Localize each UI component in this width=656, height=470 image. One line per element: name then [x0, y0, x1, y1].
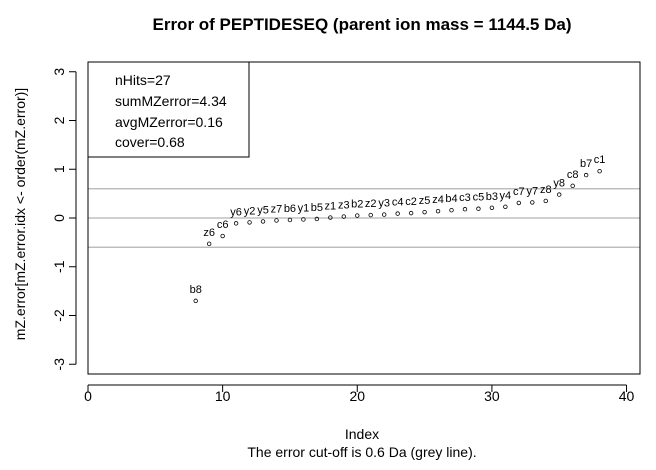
data-point — [233, 221, 239, 226]
point-label: y3 — [378, 198, 390, 210]
point-label: z1 — [325, 201, 337, 213]
data-point — [395, 211, 400, 216]
point-label: c7 — [513, 186, 525, 198]
point-label: c8 — [567, 169, 579, 181]
x-axis-label: Index — [345, 426, 379, 442]
point-label: y8 — [553, 178, 565, 190]
data-point — [557, 192, 562, 197]
y-tick-label: 2 — [51, 116, 67, 124]
point-label: z8 — [540, 184, 552, 196]
point-label: b7 — [580, 158, 592, 170]
point-label: c5 — [473, 192, 485, 204]
data-point — [274, 218, 279, 223]
data-point — [462, 207, 468, 212]
plot-frame — [87, 61, 641, 375]
data-point — [489, 205, 495, 210]
y-axis-label: mZ.error[mZ.error.idx <- order(mZ.error)… — [12, 88, 28, 340]
y-tick-label: 1 — [51, 165, 67, 173]
point-label: y7 — [526, 185, 538, 197]
point-label: c2 — [405, 196, 417, 208]
chart-subtitle: The error cut-off is 0.6 Da (grey line). — [247, 444, 476, 460]
data-point — [422, 209, 427, 215]
data-point — [570, 183, 575, 189]
point-label: b2 — [351, 199, 363, 211]
point-label: c4 — [392, 197, 404, 209]
point-label: b8 — [190, 284, 202, 296]
point-label: z5 — [419, 195, 431, 207]
data-point — [301, 217, 306, 222]
point-label: y6 — [230, 206, 242, 218]
point-label: z4 — [432, 194, 444, 206]
x-tick-label: 30 — [484, 388, 500, 404]
point-label: c3 — [459, 192, 471, 204]
legend-frame — [87, 61, 250, 158]
x-tick-label: 0 — [84, 388, 92, 404]
data-point — [543, 198, 548, 204]
data-point — [355, 213, 360, 218]
data-point — [314, 216, 320, 222]
data-points — [193, 168, 602, 304]
data-point — [287, 217, 293, 223]
y-tick-label: 3 — [51, 68, 67, 76]
legend-avgmzerror: avgMZerror=0.16 — [115, 114, 223, 130]
x-axis: 0 10 20 30 40 — [84, 384, 635, 404]
y-axis: -3 -2 -1 0 1 2 3 — [51, 68, 77, 371]
legend-summzerror: sumMZerror=4.34 — [115, 93, 227, 109]
data-point — [408, 210, 414, 216]
legend-nhits: nHits=27 — [115, 72, 171, 88]
x-tick-label: 20 — [349, 388, 365, 404]
data-point — [449, 207, 454, 213]
point-label: y4 — [500, 190, 512, 202]
point-label: y2 — [244, 205, 256, 217]
point-label: z3 — [338, 200, 350, 212]
y-tick-label: -3 — [51, 358, 67, 371]
y-tick-label: -2 — [51, 309, 67, 322]
y-tick-label: -1 — [51, 260, 67, 273]
data-point — [597, 168, 602, 174]
legend-box: nHits=27 sumMZerror=4.34 avgMZerror=0.16… — [87, 61, 250, 158]
data-point — [328, 215, 333, 220]
point-label: y5 — [257, 204, 269, 216]
point-label: c6 — [217, 219, 229, 231]
data-point — [206, 241, 212, 247]
legend-cover: cover=0.68 — [115, 134, 185, 150]
data-point — [530, 200, 535, 205]
x-tick-label: 10 — [215, 388, 231, 404]
y-tick-label: 0 — [51, 214, 67, 222]
point-label: b4 — [445, 193, 457, 205]
point-label: z6 — [203, 227, 215, 239]
point-label: y1 — [298, 202, 310, 214]
data-point — [435, 208, 441, 214]
data-point — [476, 206, 481, 211]
data-point — [583, 172, 589, 178]
x-tick-label: 40 — [619, 388, 635, 404]
data-point — [381, 212, 387, 217]
data-point — [341, 214, 347, 219]
point-label: b6 — [284, 203, 296, 215]
data-point — [193, 298, 198, 304]
point-label: z2 — [365, 198, 377, 210]
data-point — [260, 219, 266, 224]
cutoff-lines — [88, 188, 640, 248]
point-label: b5 — [311, 202, 323, 214]
point-label: b3 — [486, 191, 498, 203]
data-point — [368, 212, 373, 218]
point-label: z7 — [271, 203, 283, 215]
chart-title: Error of PEPTIDESEQ (parent ion mass = 1… — [152, 15, 571, 34]
data-point — [247, 220, 252, 225]
data-point — [516, 200, 522, 206]
data-point — [220, 233, 225, 239]
point-label: c1 — [594, 154, 606, 166]
data-point — [503, 204, 508, 209]
